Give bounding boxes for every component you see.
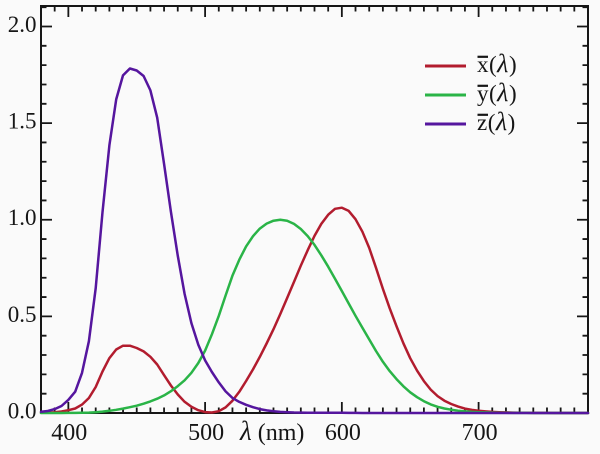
svg-text:2.0: 2.0 bbox=[8, 12, 37, 37]
svg-text:x(λ): x(λ) bbox=[477, 49, 517, 78]
svg-text:0.0: 0.0 bbox=[8, 399, 37, 424]
svg-text:z(λ): z(λ) bbox=[477, 107, 516, 136]
svg-text:0.5: 0.5 bbox=[8, 302, 37, 327]
svg-text:400: 400 bbox=[51, 420, 87, 446]
svg-text:1.5: 1.5 bbox=[8, 109, 37, 134]
svg-text:700: 700 bbox=[462, 420, 498, 446]
svg-text:y(λ): y(λ) bbox=[477, 78, 517, 107]
svg-text:500: 500 bbox=[188, 420, 224, 446]
svg-text:1.0: 1.0 bbox=[8, 205, 37, 230]
svg-text:600: 600 bbox=[325, 420, 361, 446]
svg-text:λ (nm): λ (nm) bbox=[239, 416, 304, 446]
